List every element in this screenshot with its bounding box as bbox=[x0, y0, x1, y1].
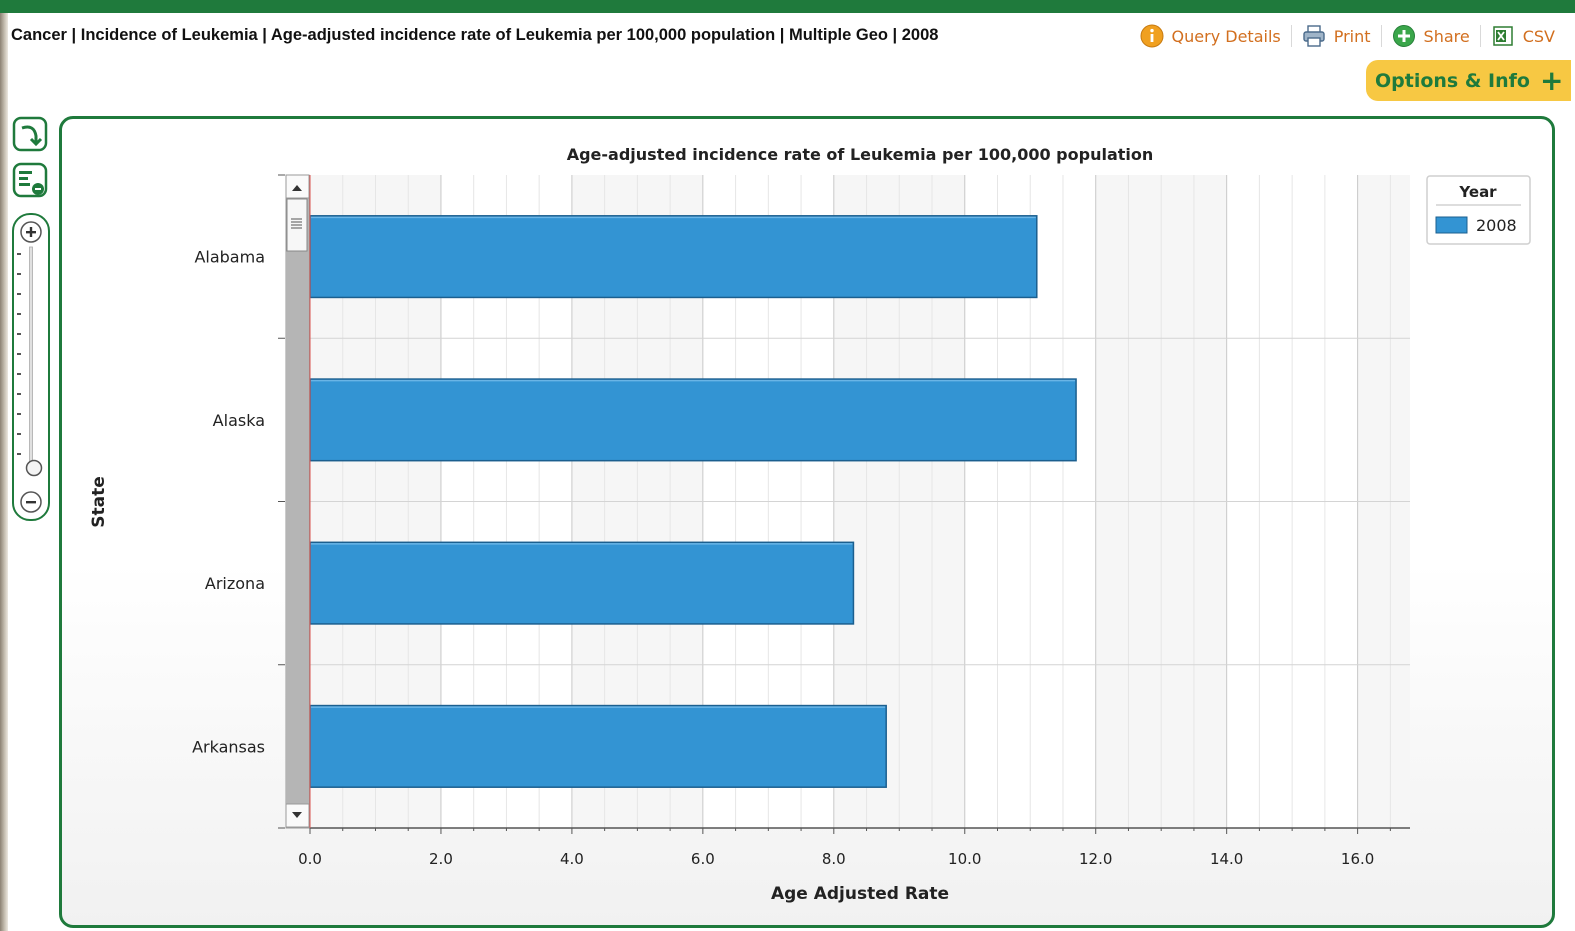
undo-reset-icon[interactable] bbox=[12, 116, 48, 152]
plus-icon: + bbox=[1539, 63, 1564, 97]
print-button[interactable]: Print bbox=[1302, 24, 1371, 48]
top-accent-bar bbox=[0, 0, 1575, 13]
share-label: Share bbox=[1423, 26, 1470, 46]
print-label: Print bbox=[1333, 26, 1371, 46]
options-info-button[interactable]: Options & Info + bbox=[1366, 60, 1571, 101]
query-details-button[interactable]: Query Details bbox=[1140, 24, 1281, 48]
zoom-slider-graphic bbox=[17, 221, 43, 513]
spreadsheet-icon bbox=[1492, 26, 1513, 46]
toolbar: Query Details Print Share CSV bbox=[1140, 24, 1555, 48]
toolbar-divider bbox=[1479, 25, 1481, 47]
page-title: Cancer | Incidence of Leukemia | Age-adj… bbox=[11, 26, 939, 44]
chart-tools bbox=[12, 116, 52, 208]
csv-label: CSV bbox=[1522, 26, 1555, 46]
zoom-in-icon[interactable] bbox=[20, 221, 42, 243]
toolbar-divider bbox=[1290, 25, 1292, 47]
legend-toggle-icon[interactable] bbox=[12, 162, 48, 198]
info-icon bbox=[1140, 24, 1164, 48]
printer-icon bbox=[1303, 25, 1325, 47]
options-info-label: Options & Info bbox=[1375, 69, 1530, 92]
chart-container bbox=[59, 116, 1555, 928]
zoom-slider[interactable] bbox=[12, 213, 50, 521]
window-left-edge bbox=[0, 0, 8, 931]
csv-button[interactable]: CSV bbox=[1491, 24, 1555, 48]
query-details-label: Query Details bbox=[1171, 26, 1281, 46]
add-share-icon bbox=[1392, 25, 1415, 47]
zoom-out-icon[interactable] bbox=[20, 491, 42, 513]
toolbar-divider bbox=[1380, 25, 1382, 47]
zoom-handle[interactable] bbox=[25, 459, 43, 477]
share-button[interactable]: Share bbox=[1392, 24, 1470, 48]
